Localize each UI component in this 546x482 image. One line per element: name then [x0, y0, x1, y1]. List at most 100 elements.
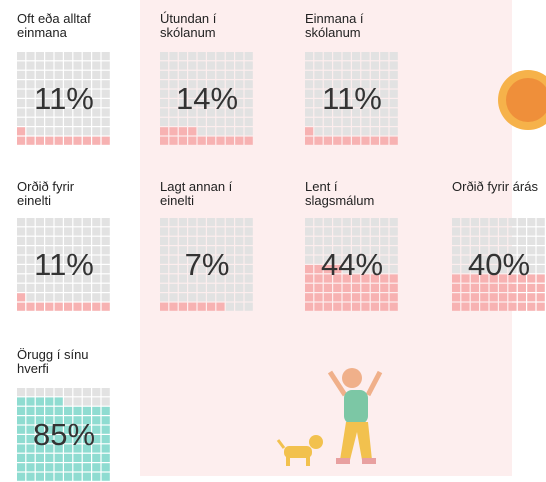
waffle-cell-filled — [333, 265, 342, 274]
waffle-cell — [352, 227, 361, 236]
waffle-cell — [26, 108, 35, 117]
waffle-cell-filled — [82, 444, 91, 453]
waffle-cell — [92, 89, 101, 98]
waffle-cell-filled — [389, 274, 398, 283]
waffle-cell — [370, 99, 379, 108]
waffle-cell-filled — [35, 472, 44, 481]
waffle-cell — [370, 265, 379, 274]
waffle-cell — [489, 255, 498, 264]
waffle-cell — [389, 246, 398, 255]
waffle-cell — [35, 117, 44, 126]
waffle-cell-filled — [54, 397, 63, 406]
waffle-label: Örugg í sínu hverfi — [17, 347, 89, 376]
waffle-cell-filled — [188, 136, 197, 145]
waffle-cell — [26, 70, 35, 79]
waffle-cell-filled — [461, 302, 470, 311]
waffle-cell — [342, 227, 351, 236]
waffle-cell — [73, 274, 82, 283]
waffle-cell — [216, 274, 225, 283]
waffle-cell-filled — [17, 425, 26, 434]
waffle-cell — [64, 265, 73, 274]
waffle-cell-filled — [35, 463, 44, 472]
waffle-cell — [323, 108, 332, 117]
waffle-cell — [342, 70, 351, 79]
waffle-cell — [216, 127, 225, 136]
waffle-cell — [160, 265, 169, 274]
waffle-cell — [314, 117, 323, 126]
waffle-cell-filled — [370, 136, 379, 145]
waffle-cell — [17, 236, 26, 245]
waffle-cell — [35, 127, 44, 136]
waffle-cell — [370, 117, 379, 126]
waffle-cell — [323, 89, 332, 98]
waffle-cell — [314, 108, 323, 117]
waffle-cell-filled — [169, 136, 178, 145]
waffle-cell — [225, 61, 234, 70]
waffle-cell-filled — [517, 274, 526, 283]
waffle-cell — [73, 117, 82, 126]
waffle-cell-filled — [92, 425, 101, 434]
waffle-cell — [323, 127, 332, 136]
waffle-cell-filled — [54, 435, 63, 444]
waffle-cell-filled — [73, 136, 82, 145]
waffle-cell — [536, 265, 545, 274]
waffle-cell — [82, 89, 91, 98]
waffle-cell-filled — [461, 283, 470, 292]
waffle-cell-filled — [452, 274, 461, 283]
waffle-cell-filled — [489, 293, 498, 302]
waffle-cell — [244, 117, 253, 126]
waffle-cell — [517, 218, 526, 227]
waffle-cell — [101, 283, 110, 292]
waffle-cell — [54, 227, 63, 236]
waffle-cell-filled — [64, 435, 73, 444]
waffle-cell — [207, 70, 216, 79]
waffle-cell — [380, 127, 389, 136]
waffle-cell — [225, 227, 234, 236]
waffle-cell — [370, 70, 379, 79]
waffle-cell — [361, 246, 370, 255]
waffle-cell — [82, 127, 91, 136]
waffle-cell — [352, 218, 361, 227]
waffle-cell — [225, 99, 234, 108]
waffle-cell — [73, 388, 82, 397]
waffle-cell — [361, 89, 370, 98]
waffle-cell — [216, 70, 225, 79]
value-label: 85% — [33, 417, 95, 452]
waffle-cell — [480, 255, 489, 264]
waffle-cell — [244, 70, 253, 79]
waffle-cell — [389, 127, 398, 136]
dog-illustration — [276, 435, 323, 466]
waffle-cell — [323, 80, 332, 89]
waffle-cell-filled — [54, 463, 63, 472]
waffle-cell-filled — [244, 136, 253, 145]
waffle-cell — [64, 246, 73, 255]
waffle-cell-filled — [35, 453, 44, 462]
waffle-cell-filled — [92, 463, 101, 472]
waffle-cell — [17, 218, 26, 227]
waffle-cell — [452, 218, 461, 227]
waffle-cell-filled — [508, 283, 517, 292]
waffle-cell-filled — [380, 293, 389, 302]
waffle-cell — [323, 99, 332, 108]
waffle-cell — [216, 227, 225, 236]
waffle-cell — [323, 236, 332, 245]
waffle-cell — [26, 218, 35, 227]
waffle-cell — [82, 52, 91, 61]
waffle-cell — [389, 227, 398, 236]
waffle-cell — [225, 70, 234, 79]
waffle-cell — [452, 265, 461, 274]
waffle-cell — [92, 218, 101, 227]
waffle-cell — [216, 265, 225, 274]
waffle-cell — [452, 236, 461, 245]
waffle-cell-filled — [26, 416, 35, 425]
waffle-cell — [352, 246, 361, 255]
waffle-cell — [216, 89, 225, 98]
waffle-cell — [178, 108, 187, 117]
waffle-cell — [45, 293, 54, 302]
waffle-cell — [216, 236, 225, 245]
waffle-cell — [101, 236, 110, 245]
waffle-cell — [207, 227, 216, 236]
waffle-cell-filled — [35, 425, 44, 434]
waffle-cell-filled — [45, 472, 54, 481]
